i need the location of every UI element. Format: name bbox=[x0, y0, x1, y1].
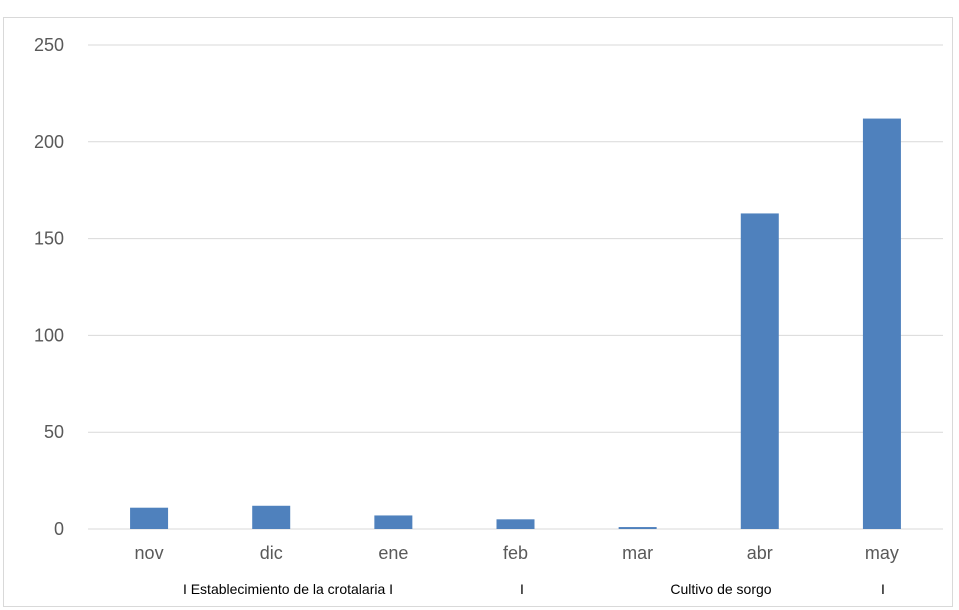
x-tick-label: feb bbox=[503, 543, 528, 563]
bar-may bbox=[862, 118, 901, 530]
y-tick-label: 0 bbox=[54, 519, 64, 539]
x-tick-label: dic bbox=[260, 543, 283, 563]
y-tick-label: 150 bbox=[34, 229, 64, 249]
bars bbox=[130, 118, 901, 530]
y-tick-label: 50 bbox=[44, 422, 64, 442]
x-tick-label: mar bbox=[622, 543, 653, 563]
chart-area bbox=[3, 17, 953, 607]
bar-nov bbox=[130, 507, 169, 529]
phase-label-crotalaria: I Establecimiento de la crotalaria I bbox=[183, 581, 393, 597]
phase-label-sorgo: Cultivo de sorgo bbox=[670, 581, 771, 597]
bar-abr bbox=[740, 213, 779, 529]
x-axis-ticks: nov dic ene feb mar abr may bbox=[135, 543, 899, 563]
bar-mar bbox=[618, 527, 657, 529]
x-tick-label: ene bbox=[378, 543, 408, 563]
bar-feb bbox=[496, 519, 535, 529]
gridlines bbox=[88, 44, 943, 530]
x-tick-label: nov bbox=[135, 543, 164, 563]
bar-dic bbox=[252, 505, 291, 529]
phase-separator-1: I bbox=[520, 581, 524, 597]
x-tick-label: may bbox=[865, 543, 899, 563]
phase-labels: I Establecimiento de la crotalaria I I C… bbox=[183, 581, 885, 597]
y-tick-label: 100 bbox=[34, 325, 64, 345]
bar-ene bbox=[374, 515, 413, 529]
y-tick-label: 250 bbox=[34, 35, 64, 55]
y-tick-label: 200 bbox=[34, 132, 64, 152]
y-axis-ticks: 0 50 100 150 200 250 bbox=[34, 35, 64, 539]
x-tick-label: abr bbox=[747, 543, 773, 563]
phase-separator-2: I bbox=[881, 581, 885, 597]
